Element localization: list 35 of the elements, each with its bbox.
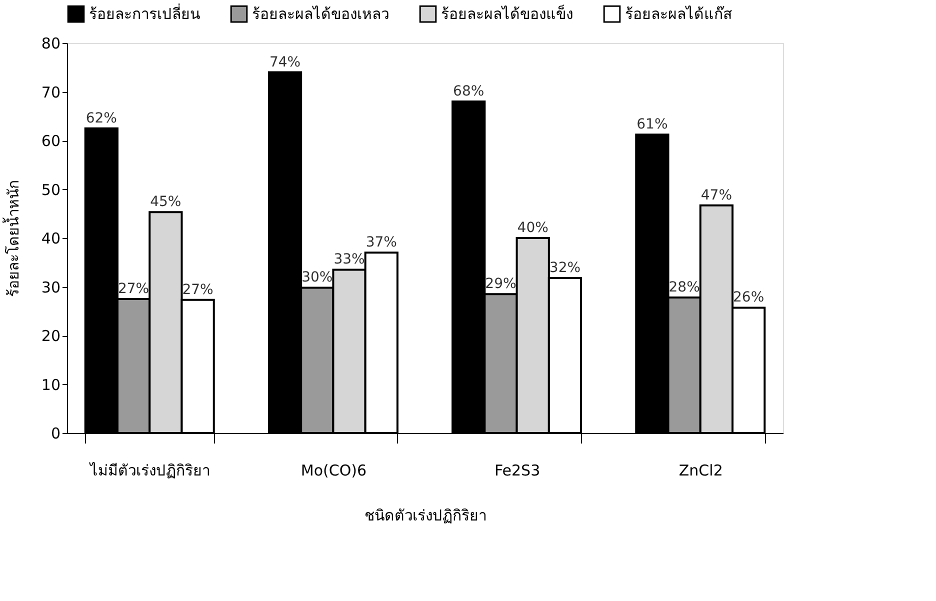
data-label: 27% [182,282,214,298]
x-tick-label: ZnCl2 [678,462,723,480]
data-label: 45% [150,194,182,210]
y-tick-label: 40 [41,230,60,248]
data-label: 40% [517,220,548,236]
x-tick-label: ไม่มีตัวเร่งปฏิกิริยา [89,462,210,480]
y-tick-label: 70 [41,83,60,102]
data-label: 74% [269,54,301,70]
data-label: 26% [733,290,764,306]
data-label: 62% [86,110,117,126]
y-tick-label: 10 [41,376,60,394]
data-label: 61% [636,116,668,133]
x-tick-label: Fe2S3 [494,462,540,480]
data-label: 28% [668,279,700,296]
data-label: 47% [700,187,732,204]
data-label: 29% [485,276,516,292]
legend-label: ร้อยละผลได้ของแข็ง [441,4,573,24]
data-label: 27% [118,280,150,297]
data-label: 32% [549,260,581,276]
y-tick-label: 50 [41,180,60,199]
legend-label: ร้อยละผลได้แก๊ส [625,5,732,24]
y-tick-label: 20 [41,327,60,345]
data-label: 30% [302,270,333,286]
y-axis-title: ร้อยละโดยน้ำหนัก [2,180,22,297]
y-tick-label: 30 [41,278,60,296]
data-label: 68% [453,84,484,100]
data-label: 33% [334,252,365,268]
legend-label: ร้อยละผลได้ของเหลว [252,5,389,24]
y-tick-label: 60 [41,132,60,150]
y-tick-label: 80 [41,34,60,52]
data-label: 37% [366,234,397,251]
x-axis-title: ชนิดตัวเร่งปฏิกิริยา [364,506,486,524]
legend-label: ร้อยละการเปลี่ยน [89,3,200,24]
y-tick-label: 0 [50,424,60,442]
x-tick-label: Mo(CO)6 [300,462,367,480]
